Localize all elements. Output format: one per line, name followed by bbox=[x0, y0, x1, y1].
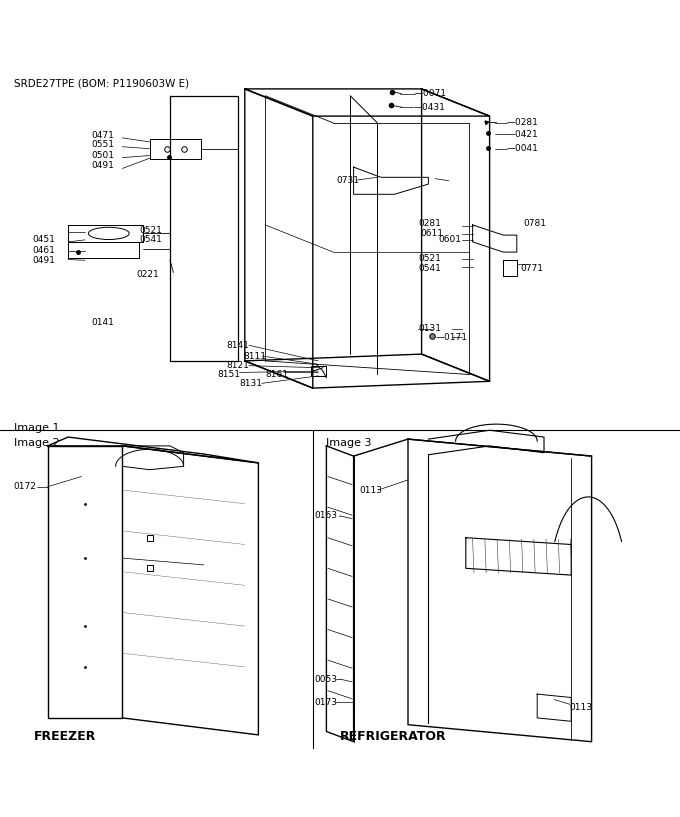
Text: 0451: 0451 bbox=[32, 235, 55, 244]
Text: 0053: 0053 bbox=[314, 675, 337, 684]
Text: —0071: —0071 bbox=[415, 89, 447, 98]
Text: 0471: 0471 bbox=[92, 132, 115, 141]
Text: 0551: 0551 bbox=[92, 141, 115, 150]
Text: 0771: 0771 bbox=[520, 264, 543, 273]
Text: —0041: —0041 bbox=[507, 145, 539, 154]
Text: 0541: 0541 bbox=[139, 235, 163, 244]
Text: —0281: —0281 bbox=[507, 118, 539, 127]
Text: 8111: 8111 bbox=[243, 351, 267, 360]
Bar bbox=[311, 366, 326, 376]
Text: 0541: 0541 bbox=[418, 264, 441, 273]
Text: 0141: 0141 bbox=[92, 318, 115, 327]
Text: FREEZER: FREEZER bbox=[34, 730, 97, 743]
Text: 8141: 8141 bbox=[226, 341, 250, 350]
Text: Image 1: Image 1 bbox=[14, 423, 59, 433]
Text: 0521: 0521 bbox=[418, 254, 441, 263]
Text: 0221: 0221 bbox=[136, 270, 158, 279]
Text: REFRIGERATOR: REFRIGERATOR bbox=[340, 730, 447, 743]
Text: Image 3: Image 3 bbox=[326, 437, 372, 448]
Text: 0501: 0501 bbox=[92, 151, 115, 160]
Text: —0421: —0421 bbox=[507, 130, 539, 139]
Text: 0491: 0491 bbox=[32, 257, 55, 266]
Text: —0431: —0431 bbox=[413, 103, 445, 112]
Text: 8121: 8121 bbox=[226, 361, 250, 370]
Text: 0731: 0731 bbox=[337, 176, 360, 185]
Text: —0171: —0171 bbox=[435, 333, 467, 342]
Text: 0131: 0131 bbox=[418, 324, 441, 333]
Text: 0601: 0601 bbox=[439, 235, 462, 244]
Text: 8131: 8131 bbox=[239, 379, 262, 388]
Text: 0173: 0173 bbox=[314, 698, 337, 707]
Text: 8151: 8151 bbox=[218, 370, 241, 379]
Text: 0281: 0281 bbox=[418, 219, 441, 228]
Text: 0113: 0113 bbox=[359, 485, 382, 494]
Text: Image 2: Image 2 bbox=[14, 437, 59, 448]
Text: 0611: 0611 bbox=[420, 230, 443, 239]
Text: 0163: 0163 bbox=[314, 511, 337, 520]
Text: 0491: 0491 bbox=[92, 161, 115, 170]
Text: SRDE27TPE (BOM: P1190603W E): SRDE27TPE (BOM: P1190603W E) bbox=[14, 78, 189, 89]
Text: 0461: 0461 bbox=[32, 246, 55, 255]
Text: 0113: 0113 bbox=[570, 703, 593, 712]
Text: 0521: 0521 bbox=[139, 225, 163, 234]
Text: 0781: 0781 bbox=[524, 219, 547, 228]
Text: 8161: 8161 bbox=[265, 370, 288, 379]
Text: 0172: 0172 bbox=[14, 482, 37, 491]
